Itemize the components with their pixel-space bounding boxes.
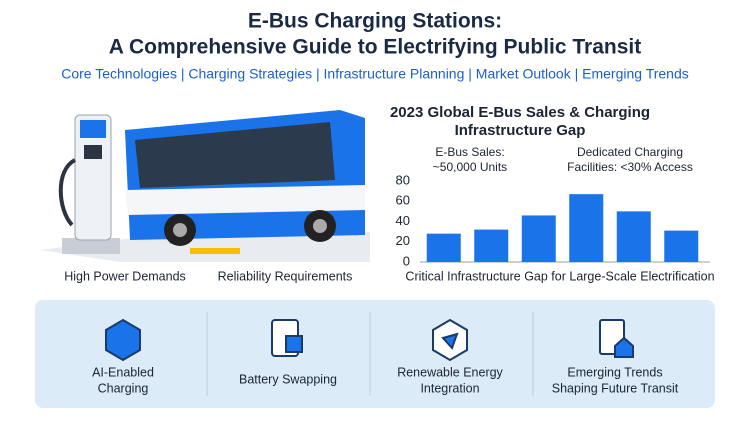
y-tick-label: 60 bbox=[396, 193, 410, 208]
chart-annotation: E-Bus Sales: bbox=[435, 145, 504, 159]
bar bbox=[426, 233, 461, 262]
chart-annotation: ~50,000 Units bbox=[433, 160, 507, 174]
bar bbox=[474, 229, 509, 262]
feature-label: Shaping Future Transit bbox=[552, 381, 679, 395]
subtitle: Core Technologies | Charging Strategies … bbox=[61, 66, 689, 82]
bar bbox=[569, 194, 604, 262]
bar bbox=[616, 211, 651, 262]
title: E-Bus Charging Stations: bbox=[248, 10, 502, 33]
feature-icons bbox=[105, 318, 634, 362]
chart-title: 2023 Global E-Bus Sales & Charging bbox=[390, 104, 650, 121]
chart-annotation: Dedicated Charging bbox=[577, 145, 683, 159]
y-tick-label: 80 bbox=[396, 172, 410, 187]
feature-label: Renewable Energy bbox=[397, 365, 503, 379]
chart-annotation: Facilities: <30% Access bbox=[567, 160, 693, 174]
bus-illustration bbox=[40, 110, 370, 262]
feature-panel bbox=[35, 300, 715, 408]
y-tick-label: 20 bbox=[396, 233, 410, 248]
chart-caption: Critical Infrastructure Gap for Large-Sc… bbox=[405, 269, 714, 283]
feature-label: Battery Swapping bbox=[239, 372, 337, 386]
feature-label: Charging bbox=[98, 381, 149, 395]
bar bbox=[664, 230, 699, 262]
bar bbox=[521, 215, 556, 262]
feature-label: AI-Enabled bbox=[92, 365, 154, 379]
illustration-label: High Power Demands bbox=[64, 269, 186, 283]
chart-title: Infrastructure Gap bbox=[455, 122, 586, 139]
y-tick-label: 0 bbox=[403, 253, 410, 268]
panel-dividers bbox=[206, 312, 534, 396]
title: A Comprehensive Guide to Electrifying Pu… bbox=[109, 36, 642, 59]
feature-label: Emerging Trends bbox=[567, 365, 662, 379]
illustration-label: Reliability Requirements bbox=[218, 269, 353, 283]
y-tick-label: 40 bbox=[396, 213, 410, 228]
feature-label: Integration bbox=[420, 381, 479, 395]
